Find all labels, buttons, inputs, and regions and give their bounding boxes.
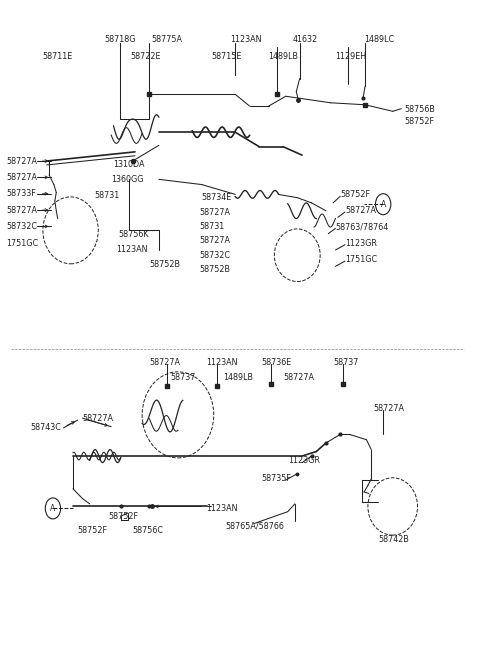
Text: 1489LB: 1489LB — [269, 52, 299, 61]
Text: 58727A: 58727A — [199, 208, 230, 217]
Text: 58752B: 58752B — [149, 260, 180, 269]
Text: 1751GC: 1751GC — [6, 239, 38, 248]
Text: 58715E: 58715E — [211, 52, 242, 61]
Text: 41632: 41632 — [292, 35, 318, 44]
Text: 58737: 58737 — [171, 373, 196, 382]
Text: 1123AN: 1123AN — [206, 504, 238, 513]
Text: 58731: 58731 — [95, 191, 120, 200]
Text: 1751GC: 1751GC — [345, 256, 377, 264]
Text: 1123AN: 1123AN — [230, 35, 262, 44]
Text: 58727A: 58727A — [6, 156, 37, 166]
Text: 58737: 58737 — [333, 358, 359, 367]
Text: 1310DA: 1310DA — [114, 160, 145, 169]
Text: 58727A: 58727A — [83, 414, 113, 422]
Text: 58752F: 58752F — [405, 117, 435, 126]
Text: 1489LB: 1489LB — [223, 373, 253, 382]
Text: 58711E: 58711E — [42, 52, 72, 61]
Text: 58727A: 58727A — [149, 358, 180, 367]
Text: 58752F: 58752F — [340, 190, 370, 199]
Text: 58763/78764: 58763/78764 — [336, 223, 389, 232]
Text: 58727A: 58727A — [373, 404, 405, 413]
Text: 58736E: 58736E — [262, 358, 292, 367]
Text: 58775A: 58775A — [152, 35, 183, 44]
Text: 58727A: 58727A — [283, 373, 314, 382]
Text: 58765A/58766: 58765A/58766 — [226, 522, 285, 531]
Text: 58727A: 58727A — [345, 206, 376, 215]
Text: 58727A: 58727A — [199, 237, 230, 245]
Text: 58742B: 58742B — [378, 535, 409, 543]
Text: 58756K: 58756K — [118, 231, 149, 239]
Text: 1489LC: 1489LC — [364, 35, 394, 44]
Text: 58735F: 58735F — [262, 474, 291, 484]
Text: A: A — [381, 200, 386, 209]
Text: 58752B: 58752B — [199, 265, 230, 274]
Text: 58722E: 58722E — [130, 52, 161, 61]
Text: 58718G: 58718G — [104, 35, 135, 44]
Text: 58727A: 58727A — [6, 206, 37, 215]
Text: 58752F: 58752F — [78, 526, 108, 535]
Text: A: A — [50, 504, 56, 513]
Text: 1129EH: 1129EH — [336, 52, 367, 61]
Text: 58732C: 58732C — [6, 222, 37, 231]
Text: 58727A: 58727A — [6, 173, 37, 182]
Text: 58752F: 58752F — [109, 512, 139, 521]
Text: 58731: 58731 — [199, 222, 225, 231]
Text: 58756B: 58756B — [405, 105, 435, 114]
Text: 58732C: 58732C — [199, 251, 230, 260]
Text: 58733F: 58733F — [6, 189, 36, 198]
Text: 1360GG: 1360GG — [111, 175, 144, 184]
Text: 58743C: 58743C — [30, 424, 61, 432]
Text: 58734E: 58734E — [202, 193, 232, 202]
Text: 1123GR: 1123GR — [345, 239, 377, 248]
Text: 1123AN: 1123AN — [116, 246, 147, 254]
Text: 1123AN: 1123AN — [206, 358, 238, 367]
Text: 58756C: 58756C — [132, 526, 164, 535]
Text: 1123GR: 1123GR — [288, 456, 320, 465]
